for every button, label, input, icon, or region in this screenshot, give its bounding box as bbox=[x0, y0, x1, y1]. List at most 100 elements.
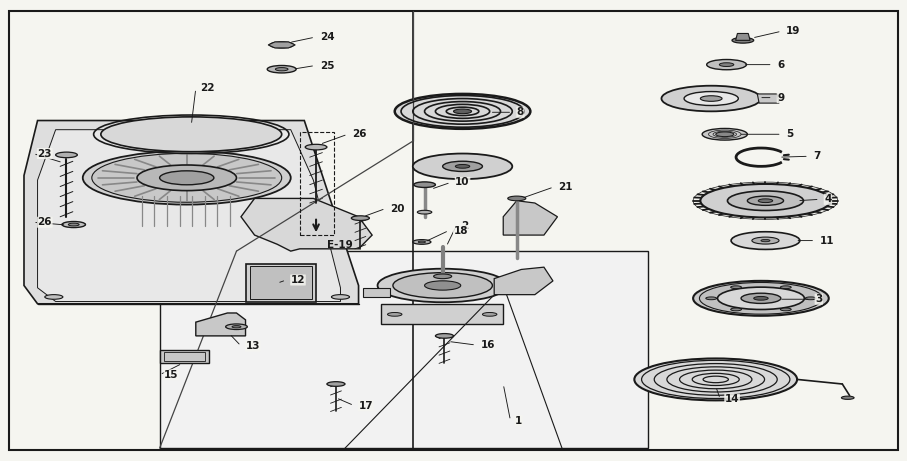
Text: 15: 15 bbox=[164, 370, 179, 380]
Ellipse shape bbox=[443, 161, 483, 171]
Ellipse shape bbox=[842, 396, 854, 399]
Ellipse shape bbox=[276, 68, 288, 71]
Text: 23: 23 bbox=[37, 148, 52, 159]
Text: 17: 17 bbox=[358, 401, 373, 411]
Polygon shape bbox=[736, 34, 750, 41]
Text: 11: 11 bbox=[820, 236, 834, 246]
Ellipse shape bbox=[706, 297, 717, 300]
FancyBboxPatch shape bbox=[246, 264, 316, 301]
Text: 13: 13 bbox=[246, 341, 260, 351]
FancyBboxPatch shape bbox=[250, 266, 311, 299]
Ellipse shape bbox=[731, 308, 742, 311]
Ellipse shape bbox=[707, 59, 746, 70]
FancyBboxPatch shape bbox=[160, 349, 210, 363]
Text: 20: 20 bbox=[390, 203, 405, 213]
Ellipse shape bbox=[413, 240, 431, 244]
Text: 5: 5 bbox=[786, 129, 794, 139]
Ellipse shape bbox=[719, 63, 734, 66]
Polygon shape bbox=[494, 267, 553, 295]
Ellipse shape bbox=[717, 287, 805, 309]
Ellipse shape bbox=[270, 42, 294, 48]
Text: 22: 22 bbox=[200, 83, 215, 94]
Polygon shape bbox=[241, 198, 372, 251]
Ellipse shape bbox=[716, 132, 734, 136]
Text: 24: 24 bbox=[319, 32, 335, 42]
Ellipse shape bbox=[413, 154, 512, 179]
Ellipse shape bbox=[747, 196, 784, 205]
Ellipse shape bbox=[434, 274, 452, 278]
Polygon shape bbox=[37, 130, 340, 301]
Text: 26: 26 bbox=[352, 129, 366, 139]
Ellipse shape bbox=[68, 223, 79, 226]
Ellipse shape bbox=[455, 165, 470, 168]
Text: 10: 10 bbox=[455, 177, 470, 187]
Text: 9: 9 bbox=[777, 93, 785, 103]
Ellipse shape bbox=[92, 154, 282, 202]
Ellipse shape bbox=[454, 109, 472, 114]
Ellipse shape bbox=[634, 359, 797, 401]
Ellipse shape bbox=[700, 184, 831, 218]
Ellipse shape bbox=[424, 281, 461, 290]
Ellipse shape bbox=[761, 239, 770, 242]
Text: 25: 25 bbox=[319, 60, 334, 71]
Ellipse shape bbox=[780, 308, 791, 311]
Ellipse shape bbox=[731, 286, 742, 289]
Ellipse shape bbox=[700, 96, 722, 101]
Ellipse shape bbox=[232, 325, 241, 328]
Text: 7: 7 bbox=[814, 151, 821, 161]
Ellipse shape bbox=[387, 313, 402, 316]
Polygon shape bbox=[160, 251, 648, 448]
Ellipse shape bbox=[331, 295, 349, 299]
Ellipse shape bbox=[684, 92, 738, 106]
Ellipse shape bbox=[101, 117, 282, 152]
Polygon shape bbox=[363, 288, 390, 297]
Ellipse shape bbox=[414, 182, 435, 188]
Ellipse shape bbox=[752, 237, 779, 244]
Ellipse shape bbox=[699, 283, 823, 314]
Ellipse shape bbox=[780, 286, 791, 289]
Ellipse shape bbox=[435, 334, 454, 338]
Ellipse shape bbox=[754, 296, 768, 300]
Text: 12: 12 bbox=[291, 275, 306, 285]
Ellipse shape bbox=[418, 241, 425, 243]
Ellipse shape bbox=[805, 297, 816, 300]
Polygon shape bbox=[268, 42, 296, 48]
Ellipse shape bbox=[741, 293, 781, 303]
Text: 14: 14 bbox=[725, 394, 739, 404]
Ellipse shape bbox=[137, 165, 237, 190]
Polygon shape bbox=[24, 120, 358, 304]
Polygon shape bbox=[757, 94, 779, 103]
Ellipse shape bbox=[483, 313, 497, 316]
Polygon shape bbox=[381, 304, 503, 325]
Polygon shape bbox=[196, 313, 246, 336]
Text: 8: 8 bbox=[517, 107, 524, 117]
Text: E-19: E-19 bbox=[327, 240, 353, 250]
Ellipse shape bbox=[417, 210, 432, 214]
Ellipse shape bbox=[351, 216, 369, 220]
Text: 4: 4 bbox=[824, 195, 832, 204]
Ellipse shape bbox=[758, 199, 773, 202]
Ellipse shape bbox=[393, 272, 493, 298]
Ellipse shape bbox=[306, 144, 327, 150]
Ellipse shape bbox=[44, 295, 63, 299]
Ellipse shape bbox=[83, 151, 291, 205]
Ellipse shape bbox=[377, 269, 508, 302]
Text: 19: 19 bbox=[786, 26, 801, 36]
Text: 18: 18 bbox=[454, 225, 468, 236]
Text: 3: 3 bbox=[815, 294, 823, 304]
Ellipse shape bbox=[731, 232, 800, 249]
Ellipse shape bbox=[327, 382, 345, 386]
Ellipse shape bbox=[395, 94, 531, 129]
Ellipse shape bbox=[508, 196, 526, 201]
Ellipse shape bbox=[702, 129, 747, 140]
Ellipse shape bbox=[62, 222, 85, 228]
Ellipse shape bbox=[226, 324, 248, 330]
Text: 2: 2 bbox=[461, 221, 468, 231]
Ellipse shape bbox=[661, 86, 761, 112]
Text: 6: 6 bbox=[777, 59, 785, 70]
Text: 21: 21 bbox=[559, 182, 573, 192]
Text: 26: 26 bbox=[37, 217, 52, 227]
Ellipse shape bbox=[55, 152, 77, 158]
Ellipse shape bbox=[727, 191, 804, 211]
Text: 16: 16 bbox=[481, 340, 495, 350]
